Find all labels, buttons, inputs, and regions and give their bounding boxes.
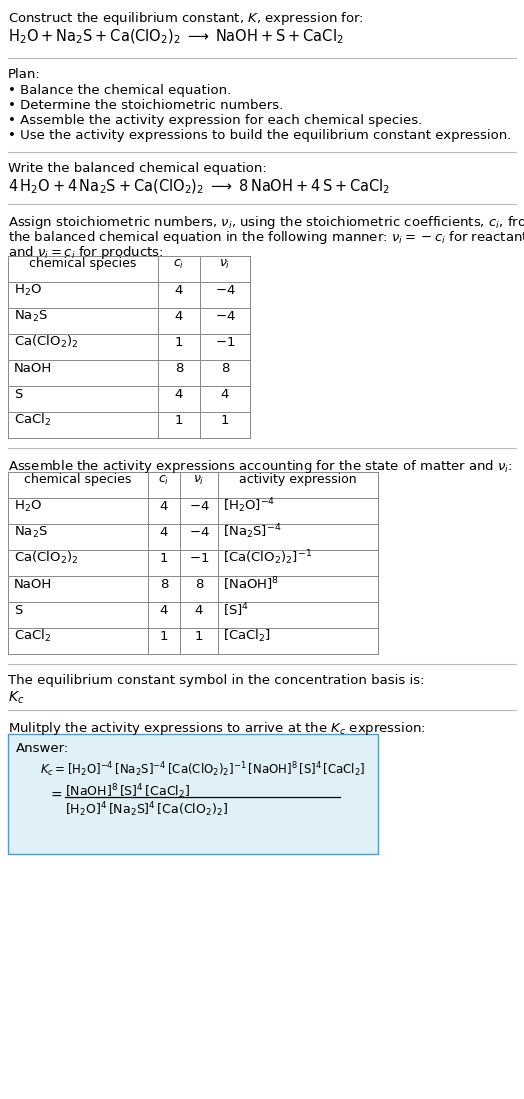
Text: $K_c = [\mathrm{H_2O}]^{-4}\,[\mathrm{Na_2S}]^{-4}\,[\mathrm{Ca(ClO_2)_2}]^{-1}\: $K_c = [\mathrm{H_2O}]^{-4}\,[\mathrm{Na… [40,761,366,779]
Text: Assign stoichiometric numbers, $\nu_i$, using the stoichiometric coefficients, $: Assign stoichiometric numbers, $\nu_i$, … [8,214,524,231]
Text: • Balance the chemical equation.: • Balance the chemical equation. [8,84,231,97]
Text: $\mathrm{H_2O}$: $\mathrm{H_2O}$ [14,282,42,298]
Text: $[\mathrm{NaOH}]^8\,[\mathrm{S}]^4\,[\mathrm{CaCl_2}]$: $[\mathrm{NaOH}]^8\,[\mathrm{S}]^4\,[\ma… [65,782,190,801]
Text: 4: 4 [160,525,168,539]
Text: • Determine the stoichiometric numbers.: • Determine the stoichiometric numbers. [8,99,283,112]
Text: $c_i$: $c_i$ [158,474,170,487]
Text: 8: 8 [221,362,229,375]
Text: Construct the equilibrium constant, $K$, expression for:: Construct the equilibrium constant, $K$,… [8,10,364,27]
Text: 1: 1 [160,630,168,643]
Text: $[\mathrm{NaOH}]^{8}$: $[\mathrm{NaOH}]^{8}$ [223,575,279,592]
Text: $\mathrm{CaCl_2}$: $\mathrm{CaCl_2}$ [14,628,51,644]
Text: $-4$: $-4$ [215,310,235,322]
Text: $=$: $=$ [48,787,63,801]
Text: and $\nu_i = c_i$ for products:: and $\nu_i = c_i$ for products: [8,244,163,260]
Text: Write the balanced chemical equation:: Write the balanced chemical equation: [8,162,267,175]
Text: 1: 1 [174,335,183,348]
Text: NaOH: NaOH [14,362,52,375]
Text: 4: 4 [160,603,168,617]
Text: S: S [14,603,23,617]
Text: • Assemble the activity expression for each chemical species.: • Assemble the activity expression for e… [8,114,422,127]
Text: $[\mathrm{Na_2S}]^{-4}$: $[\mathrm{Na_2S}]^{-4}$ [223,523,281,542]
Text: Answer:: Answer: [16,742,69,755]
Text: $\mathrm{H_2O + Na_2S + Ca(ClO_2)_2 \;\longrightarrow\; NaOH + S + CaCl_2}$: $\mathrm{H_2O + Na_2S + Ca(ClO_2)_2 \;\l… [8,27,344,46]
Text: NaOH: NaOH [14,577,52,590]
Text: $\nu_i$: $\nu_i$ [220,257,231,270]
Text: the balanced chemical equation in the following manner: $\nu_i = -c_i$ for react: the balanced chemical equation in the fo… [8,229,524,246]
Text: 4: 4 [221,388,229,400]
Text: $[\mathrm{H_2O}]^4\,[\mathrm{Na_2S}]^4\,[\mathrm{Ca(ClO_2)_2}]$: $[\mathrm{H_2O}]^4\,[\mathrm{Na_2S}]^4\,… [65,800,228,819]
Text: 8: 8 [160,577,168,590]
Text: $c_i$: $c_i$ [173,257,184,270]
Text: Plan:: Plan: [8,68,41,81]
Text: 1: 1 [174,413,183,426]
Text: $\mathrm{CaCl_2}$: $\mathrm{CaCl_2}$ [14,412,51,428]
Text: $-4$: $-4$ [215,284,235,297]
Text: 4: 4 [195,603,203,617]
Text: $-1$: $-1$ [215,335,235,348]
Text: $-4$: $-4$ [189,500,210,512]
Text: Mulitply the activity expressions to arrive at the $K_c$ expression:: Mulitply the activity expressions to arr… [8,720,426,737]
Text: $\mathrm{Ca(ClO_2)_2}$: $\mathrm{Ca(ClO_2)_2}$ [14,550,79,566]
Text: Assemble the activity expressions accounting for the state of matter and $\nu_i$: Assemble the activity expressions accoun… [8,458,512,475]
Text: The equilibrium constant symbol in the concentration basis is:: The equilibrium constant symbol in the c… [8,674,424,687]
Text: activity expression: activity expression [239,474,357,487]
Text: $\nu_i$: $\nu_i$ [193,474,205,487]
Text: S: S [14,388,23,400]
Text: $[\mathrm{Ca(ClO_2)_2}]^{-1}$: $[\mathrm{Ca(ClO_2)_2}]^{-1}$ [223,548,312,567]
Text: $K_c$: $K_c$ [8,690,24,707]
Text: $-1$: $-1$ [189,552,209,565]
Text: chemical species: chemical species [29,257,137,270]
Text: 4: 4 [175,310,183,322]
Text: 1: 1 [221,413,230,426]
Text: chemical species: chemical species [24,474,132,487]
Text: $\mathrm{H_2O}$: $\mathrm{H_2O}$ [14,499,42,513]
Text: $-4$: $-4$ [189,525,210,539]
Text: $\mathrm{Ca(ClO_2)_2}$: $\mathrm{Ca(ClO_2)_2}$ [14,334,79,351]
FancyBboxPatch shape [8,734,378,854]
Text: $[\mathrm{H_2O}]^{-4}$: $[\mathrm{H_2O}]^{-4}$ [223,497,275,515]
Text: 1: 1 [195,630,203,643]
Text: $[\mathrm{S}]^{4}$: $[\mathrm{S}]^{4}$ [223,601,249,619]
Text: 4: 4 [160,500,168,512]
Text: $\mathrm{4\,H_2O + 4\,Na_2S + Ca(ClO_2)_2 \;\longrightarrow\; 8\,NaOH + 4\,S + C: $\mathrm{4\,H_2O + 4\,Na_2S + Ca(ClO_2)_… [8,178,390,197]
Text: 4: 4 [175,388,183,400]
Text: 8: 8 [175,362,183,375]
Text: 1: 1 [160,552,168,565]
Text: 8: 8 [195,577,203,590]
Text: $\mathrm{Na_2S}$: $\mathrm{Na_2S}$ [14,309,48,323]
Text: 4: 4 [175,284,183,297]
Text: • Use the activity expressions to build the equilibrium constant expression.: • Use the activity expressions to build … [8,129,511,142]
Text: $\mathrm{Na_2S}$: $\mathrm{Na_2S}$ [14,524,48,540]
Text: $[\mathrm{CaCl_2}]$: $[\mathrm{CaCl_2}]$ [223,628,271,644]
